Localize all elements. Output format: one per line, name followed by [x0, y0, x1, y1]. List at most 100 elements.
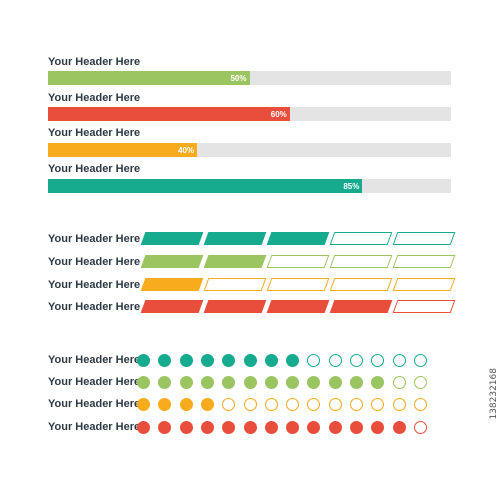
- progress-fill: 50%: [48, 71, 250, 85]
- segment-empty: [203, 278, 267, 291]
- dot-empty: [307, 354, 321, 367]
- segment-filled: [266, 232, 330, 245]
- dot-filled: [264, 354, 278, 367]
- dot-rating-row: [137, 354, 437, 368]
- stock-id-label: 138232168: [489, 368, 499, 420]
- dot-empty: [328, 398, 342, 411]
- progress-fill: 85%: [48, 179, 363, 193]
- dot-filled: [243, 421, 257, 434]
- dot-filled: [222, 354, 236, 367]
- dot-filled: [350, 376, 363, 389]
- dot-filled: [137, 354, 150, 367]
- dot-filled: [200, 376, 214, 389]
- dot-row-header: Your Header Here: [48, 354, 141, 366]
- segment-filled: [329, 300, 393, 313]
- dot-filled: [179, 421, 193, 434]
- dot-filled: [264, 421, 278, 434]
- dot-empty: [307, 398, 321, 411]
- dot-empty: [413, 421, 427, 434]
- segment-rating-row: [140, 300, 456, 314]
- dot-empty: [413, 398, 427, 411]
- progress-percent-label: 60%: [270, 109, 287, 119]
- dot-empty: [392, 398, 406, 411]
- dot-filled: [243, 354, 257, 367]
- segment-rating-row: [140, 255, 456, 269]
- dot-empty: [243, 398, 257, 411]
- dot-empty: [264, 398, 278, 411]
- progress-fill: 60%: [48, 107, 290, 121]
- dot-rating-row: [137, 421, 437, 435]
- dot-empty: [371, 398, 385, 411]
- dot-filled: [222, 421, 236, 434]
- dot-filled: [137, 398, 150, 411]
- dot-filled: [328, 421, 342, 434]
- dot-filled: [158, 398, 172, 411]
- segment-empty: [329, 232, 393, 245]
- segment-filled: [203, 300, 267, 313]
- segment-filled: [203, 232, 267, 245]
- progress-fill: 40%: [48, 143, 198, 157]
- dot-filled: [158, 376, 172, 389]
- progress-percent-label: 40%: [178, 145, 195, 155]
- dot-filled: [328, 376, 342, 389]
- dot-filled: [286, 354, 300, 367]
- dot-filled: [243, 376, 257, 389]
- dot-filled: [179, 354, 193, 367]
- dot-filled: [200, 354, 214, 367]
- segment-filled: [140, 300, 204, 313]
- dot-filled: [179, 376, 193, 389]
- segment-empty: [392, 300, 456, 313]
- dot-filled: [392, 421, 406, 434]
- segment-row-header: Your Header Here: [48, 256, 141, 268]
- dot-empty: [328, 354, 342, 367]
- dot-filled: [158, 421, 172, 434]
- bar-header: Your Header Here: [48, 127, 141, 139]
- dot-empty: [350, 398, 363, 411]
- bar-header: Your Header Here: [48, 92, 141, 104]
- segment-filled: [140, 278, 204, 291]
- dot-filled: [158, 354, 172, 367]
- segment-rating-row: [140, 232, 456, 246]
- dot-filled: [371, 421, 385, 434]
- segment-row-header: Your Header Here: [48, 233, 141, 245]
- dot-row-header: Your Header Here: [48, 421, 141, 433]
- dot-rating-row: [137, 398, 437, 412]
- progress-track: 40%: [48, 143, 451, 157]
- dot-empty: [392, 354, 406, 367]
- bar-header: Your Header Here: [48, 56, 141, 68]
- dot-filled: [350, 421, 363, 434]
- dot-filled: [137, 421, 150, 434]
- segment-row-header: Your Header Here: [48, 301, 141, 313]
- dot-filled: [179, 398, 193, 411]
- segment-empty: [329, 255, 393, 268]
- progress-percent-label: 85%: [343, 181, 360, 191]
- segment-filled: [203, 255, 267, 268]
- dot-filled: [200, 421, 214, 434]
- dot-filled: [286, 376, 300, 389]
- progress-percent-label: 50%: [230, 73, 247, 83]
- segment-filled: [140, 232, 204, 245]
- segment-empty: [266, 278, 330, 291]
- bar-header: Your Header Here: [48, 163, 141, 175]
- dot-empty: [413, 354, 427, 367]
- dot-empty: [222, 398, 236, 411]
- segment-empty: [329, 278, 393, 291]
- progress-track: 60%: [48, 107, 451, 121]
- segment-filled: [266, 300, 330, 313]
- dot-empty: [350, 354, 363, 367]
- dot-empty: [413, 376, 427, 389]
- dot-filled: [222, 376, 236, 389]
- dot-rating-row: [137, 376, 437, 390]
- segment-empty: [392, 232, 456, 245]
- dot-filled: [200, 398, 214, 411]
- dot-filled: [264, 376, 278, 389]
- dot-filled: [307, 376, 321, 389]
- segment-row-header: Your Header Here: [48, 279, 141, 291]
- dot-row-header: Your Header Here: [48, 376, 141, 388]
- dot-filled: [137, 376, 150, 389]
- dot-row-header: Your Header Here: [48, 398, 141, 410]
- dot-empty: [392, 376, 406, 389]
- dot-empty: [371, 354, 385, 367]
- progress-track: 50%: [48, 71, 451, 85]
- segment-empty: [266, 255, 330, 268]
